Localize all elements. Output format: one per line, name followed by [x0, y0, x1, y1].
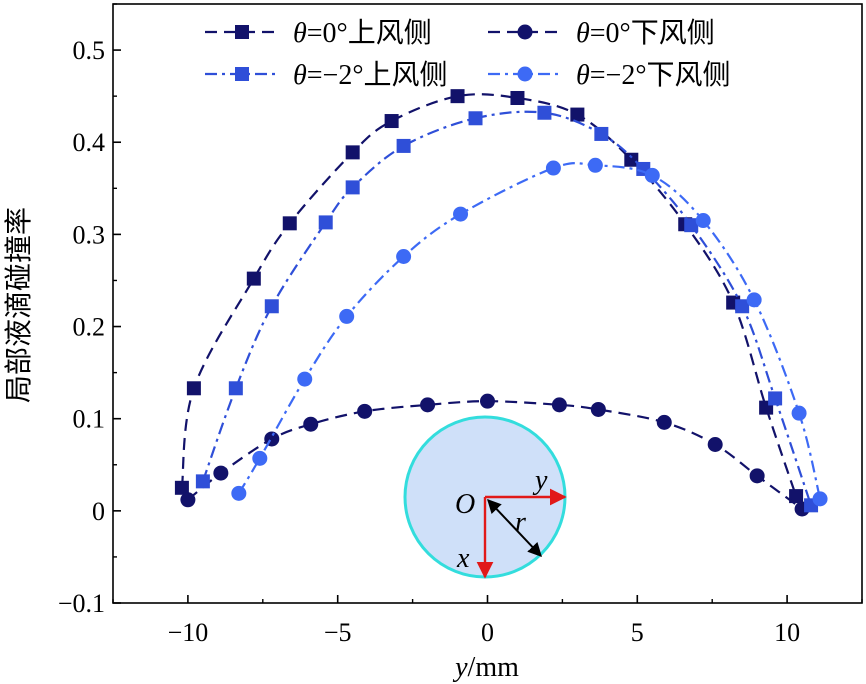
data-point: [282, 216, 297, 231]
data-point: [186, 381, 201, 396]
data-point: [587, 157, 603, 173]
legend-item: θ=−2°上风侧: [205, 59, 448, 91]
inset-label-x: x: [456, 543, 470, 574]
x-tick-label: −10: [168, 618, 209, 647]
inset-label-r: r: [515, 507, 526, 538]
data-point: [264, 299, 279, 314]
data-point: [345, 180, 360, 195]
data-point: [396, 249, 412, 265]
data-point: [749, 468, 765, 484]
legend-label: θ=−2°上风侧: [293, 59, 448, 91]
data-point: [228, 381, 243, 396]
legend-label: θ=0°上风侧: [293, 17, 432, 49]
legend-marker: [235, 25, 249, 39]
data-point: [318, 215, 333, 230]
data-point: [345, 145, 360, 160]
data-point: [545, 160, 561, 176]
data-point: [594, 126, 609, 141]
series-layer: [174, 89, 828, 517]
data-point: [644, 167, 660, 183]
data-point: [453, 206, 469, 222]
data-point: [246, 271, 261, 286]
data-point: [707, 436, 723, 452]
x-axis: −10 −5 0 5 10: [112, 595, 863, 647]
legend-label: θ=0°下风侧: [576, 17, 715, 49]
x-tick-label: 0: [481, 618, 494, 647]
data-point: [746, 292, 762, 308]
data-point: [231, 485, 247, 501]
inset-label-y: y: [532, 465, 548, 496]
y-tick-label: −0.1: [58, 589, 105, 618]
data-point: [357, 403, 373, 419]
y-tick-label: 0.5: [73, 36, 106, 65]
data-point: [684, 218, 699, 233]
data-point: [339, 308, 355, 324]
data-point: [510, 90, 525, 105]
y-tick-label: 0.1: [73, 405, 106, 434]
data-point: [590, 401, 606, 417]
data-point: [570, 107, 585, 122]
legend-item: θ=−2°下风侧: [488, 59, 731, 91]
legend-marker: [517, 24, 533, 40]
legend-marker: [517, 66, 533, 82]
data-point: [213, 465, 229, 481]
series-3: [195, 105, 819, 513]
data-point: [656, 414, 672, 430]
radius-arrow: [487, 498, 542, 558]
x-tick-label: 5: [631, 618, 644, 647]
y-tick-label: 0.4: [73, 128, 106, 157]
legend-label: θ=−2°下风侧: [576, 59, 731, 91]
x-tick-label: 10: [774, 618, 800, 647]
series-4: [231, 157, 828, 507]
y-tick-label: 0.2: [73, 313, 106, 342]
legend-item: θ=0°上风侧: [205, 17, 432, 49]
x-axis-label: y/mm: [452, 652, 519, 683]
data-point: [420, 397, 436, 413]
data-point: [468, 111, 483, 126]
data-point: [252, 450, 268, 466]
data-point: [180, 492, 196, 508]
data-point: [174, 480, 189, 495]
data-point: [195, 474, 210, 489]
legend: θ=0°上风侧 θ=0°下风侧 θ=−2°上风侧 θ=−2°下风侧: [205, 17, 731, 91]
data-point: [791, 405, 807, 421]
data-point: [812, 491, 828, 507]
data-point: [297, 371, 313, 387]
coordinate-inset: Oy x r: [403, 415, 567, 579]
data-point: [624, 152, 639, 167]
data-point: [450, 89, 465, 104]
data-point: [537, 105, 552, 120]
data-point: [735, 299, 750, 314]
legend-item: θ=0°下风侧: [488, 17, 715, 49]
data-point: [695, 213, 711, 229]
y-axis-label: 局部液滴碰撞率: [3, 207, 35, 403]
series-1: [174, 89, 804, 504]
data-point: [480, 393, 495, 409]
data-point: [303, 416, 319, 432]
data-point: [768, 391, 783, 406]
y-axis: −0.1 0 0.1 0.2 0.3 0.4 0.5: [58, 3, 121, 618]
y-tick-label: 0: [92, 497, 105, 526]
legend-marker: [235, 67, 249, 81]
x-tick-label: −5: [324, 618, 352, 647]
data-point: [396, 138, 411, 153]
data-point: [789, 489, 804, 504]
y-tick-label: 0.3: [73, 220, 106, 249]
data-point: [384, 114, 399, 129]
inset-label-O: O: [455, 489, 475, 520]
data-point: [551, 397, 567, 413]
